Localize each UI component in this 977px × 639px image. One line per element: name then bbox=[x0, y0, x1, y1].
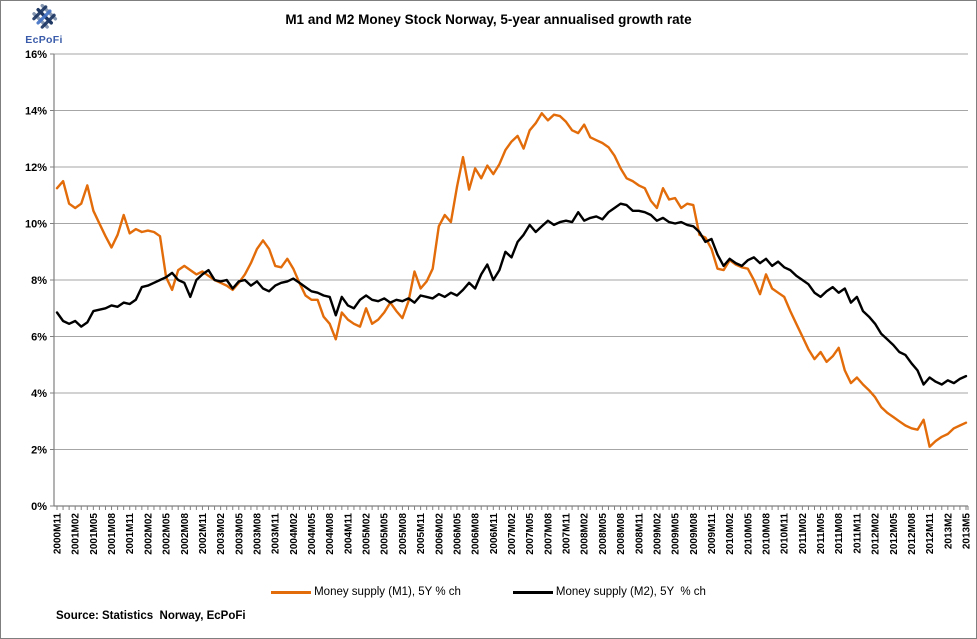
x-tick-label: 2007M08 bbox=[543, 513, 554, 555]
x-tick-label: 2000M11 bbox=[53, 513, 64, 555]
x-tick-label: 2003M05 bbox=[234, 513, 245, 555]
x-tick-label: 2007M11 bbox=[562, 513, 573, 555]
x-tick-label: 2004M02 bbox=[289, 513, 300, 555]
x-tick-label: 2003M08 bbox=[252, 513, 263, 555]
y-tick-label: 12% bbox=[25, 162, 47, 174]
y-tick-label: 8% bbox=[31, 275, 47, 287]
x-tick-label: 2006M05 bbox=[452, 513, 463, 555]
legend-label-m1: Money supply (M1), 5Y % ch bbox=[314, 586, 461, 598]
m1-line-swatch bbox=[271, 590, 312, 594]
x-tick-label: 2002M08 bbox=[180, 513, 191, 555]
ecpofi-logo-icon bbox=[32, 3, 58, 29]
x-tick-label: 2012M02 bbox=[871, 513, 882, 555]
x-tick-label: 2002M05 bbox=[162, 513, 173, 555]
y-tick-label: 10% bbox=[25, 219, 47, 231]
x-tick-label: 2010M08 bbox=[762, 513, 773, 555]
x-tick-label: 2010M02 bbox=[725, 513, 736, 555]
m2-series-line bbox=[55, 202, 968, 386]
x-tick-label: 2010M05 bbox=[743, 513, 754, 555]
y-tick-label: 0% bbox=[31, 501, 47, 513]
x-tick-label: 2004M11 bbox=[343, 513, 354, 555]
x-tick-label: 2005M02 bbox=[362, 513, 373, 555]
x-tick-label: 2007M02 bbox=[507, 513, 518, 555]
m1-series-line bbox=[55, 112, 968, 448]
ecpofi-logo: EcPoFi bbox=[18, 3, 70, 46]
x-tick-label: 2011M11 bbox=[852, 513, 863, 554]
x-tick-label: 2009M08 bbox=[689, 513, 700, 555]
x-tick-label: 2009M05 bbox=[671, 513, 682, 555]
x-tick-label: 2001M11 bbox=[125, 513, 136, 555]
y-tick-label: 6% bbox=[31, 332, 47, 344]
x-tick-label: 2002M11 bbox=[198, 513, 209, 555]
x-tick-label: 2013M5 bbox=[962, 513, 973, 550]
x-tick-label: 2008M02 bbox=[580, 513, 591, 555]
x-tick-label: 2009M11 bbox=[707, 513, 718, 555]
x-tick-label: 2012M11 bbox=[925, 513, 936, 555]
x-tick-label: 2005M08 bbox=[398, 513, 409, 555]
x-tick-label: 2011M02 bbox=[798, 513, 809, 555]
legend-label-m2: Money supply (M2), 5Y % ch bbox=[555, 586, 706, 598]
chart-legend: Money supply (M1), 5Y % ch Money supply … bbox=[1, 586, 976, 598]
x-tick-label: 2001M05 bbox=[89, 513, 100, 555]
x-tick-label: 2006M11 bbox=[489, 513, 500, 555]
x-tick-label: 2008M11 bbox=[634, 513, 645, 555]
x-tick-label: 2010M11 bbox=[780, 513, 791, 555]
x-tick-label: 2007M05 bbox=[525, 513, 536, 555]
x-tick-label: 2009M02 bbox=[652, 513, 663, 555]
x-tick-label: 2003M11 bbox=[271, 513, 282, 555]
x-tick-label: 2011M08 bbox=[834, 513, 845, 555]
x-tick-label: 2006M08 bbox=[471, 513, 482, 555]
x-tick-label: 2008M05 bbox=[598, 513, 609, 555]
legend-item-m2: Money supply (M2), 5Y % ch bbox=[512, 586, 706, 598]
x-tick-label: 2013M2 bbox=[943, 513, 954, 550]
x-tick-label: 2012M08 bbox=[907, 513, 918, 555]
source-note: Source: Statistics Norway, EcPoFi bbox=[56, 610, 246, 622]
x-tick-label: 2005M11 bbox=[416, 513, 427, 555]
y-tick-label: 16% bbox=[25, 49, 47, 61]
x-tick-label: 2008M08 bbox=[616, 513, 627, 555]
x-tick-label: 2001M08 bbox=[107, 513, 118, 555]
x-tick-label: 2012M05 bbox=[889, 513, 900, 555]
x-tick-label: 2004M05 bbox=[307, 513, 318, 555]
m2-line-swatch bbox=[512, 590, 553, 594]
x-tick-label: 2011M05 bbox=[816, 513, 827, 555]
legend-item-m1: Money supply (M1), 5Y % ch bbox=[271, 586, 461, 598]
x-tick-label: 2001M02 bbox=[71, 513, 82, 555]
x-tick-label: 2004M08 bbox=[325, 513, 336, 555]
x-tick-label: 2005M05 bbox=[380, 513, 391, 555]
x-tick-label: 2003M02 bbox=[216, 513, 227, 555]
ecpofi-logo-text: EcPoFi bbox=[25, 34, 63, 46]
y-tick-label: 2% bbox=[31, 445, 47, 457]
y-tick-label: 14% bbox=[25, 106, 47, 118]
x-tick-label: 2006M02 bbox=[434, 513, 445, 555]
y-tick-label: 4% bbox=[31, 388, 47, 400]
x-tick-label: 2002M02 bbox=[143, 513, 154, 555]
chart-title: M1 and M2 Money Stock Norway, 5-year ann… bbox=[285, 12, 692, 27]
